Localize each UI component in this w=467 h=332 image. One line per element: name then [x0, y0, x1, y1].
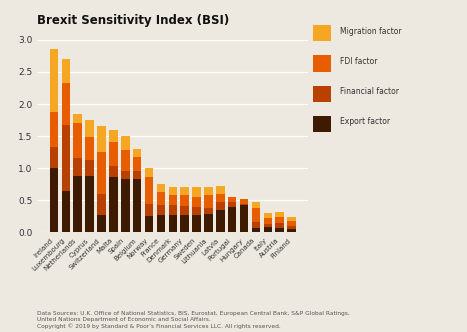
Bar [97, 194, 106, 215]
Bar [109, 130, 118, 142]
Bar [156, 192, 165, 205]
Bar [156, 184, 165, 192]
Bar [169, 188, 177, 195]
Bar [180, 215, 189, 232]
Bar [50, 168, 58, 232]
Bar [228, 197, 236, 202]
Bar [276, 217, 284, 223]
Bar [180, 195, 189, 206]
Bar [252, 222, 260, 228]
Bar [276, 228, 284, 232]
Bar [276, 212, 284, 217]
Bar [85, 120, 94, 137]
Text: Export factor: Export factor [340, 117, 390, 126]
Bar [121, 150, 129, 171]
Bar [50, 49, 58, 112]
Bar [97, 126, 106, 152]
Bar [169, 215, 177, 232]
Bar [97, 215, 106, 232]
Text: Data Sources: U.K. Office of National Statistics, BIS, Eurostat, European Centra: Data Sources: U.K. Office of National St… [37, 311, 350, 329]
Text: FDI factor: FDI factor [340, 57, 377, 66]
Bar [204, 208, 213, 214]
Bar [85, 137, 94, 160]
Bar [192, 197, 201, 207]
Bar [240, 204, 248, 206]
Bar [287, 217, 296, 221]
Bar [263, 218, 272, 224]
Text: Migration factor: Migration factor [340, 27, 402, 36]
Bar [133, 157, 142, 171]
Bar [180, 188, 189, 195]
Bar [145, 204, 153, 216]
Bar [287, 221, 296, 226]
Text: Brexit Sensitivity Index (BSI): Brexit Sensitivity Index (BSI) [37, 14, 230, 27]
Bar [73, 123, 82, 158]
Bar [204, 188, 213, 195]
Bar [263, 227, 272, 232]
Bar [169, 205, 177, 215]
Bar [216, 186, 225, 194]
Bar [97, 152, 106, 194]
Bar [169, 195, 177, 205]
Bar [109, 166, 118, 177]
Bar [145, 177, 153, 204]
Bar [133, 149, 142, 157]
Bar [85, 176, 94, 232]
Bar [228, 207, 236, 232]
Bar [62, 124, 70, 191]
Bar [180, 206, 189, 215]
Bar [62, 83, 70, 124]
Bar [121, 171, 129, 179]
Bar [263, 212, 272, 218]
Bar [192, 207, 201, 215]
FancyBboxPatch shape [313, 116, 331, 132]
Bar [133, 179, 142, 232]
Bar [240, 206, 248, 232]
Bar [263, 224, 272, 227]
Bar [73, 176, 82, 232]
Bar [145, 216, 153, 232]
Bar [216, 194, 225, 202]
FancyBboxPatch shape [313, 25, 331, 42]
Bar [156, 215, 165, 232]
Bar [109, 177, 118, 232]
Bar [121, 136, 129, 150]
Bar [145, 168, 153, 177]
Bar [252, 228, 260, 232]
Bar [216, 202, 225, 210]
Bar [276, 223, 284, 228]
Bar [121, 179, 129, 232]
Bar [73, 114, 82, 123]
Bar [133, 171, 142, 179]
Bar [216, 210, 225, 232]
Bar [228, 202, 236, 207]
Bar [287, 226, 296, 229]
Bar [50, 147, 58, 168]
Bar [62, 191, 70, 232]
Bar [73, 158, 82, 176]
Bar [252, 202, 260, 208]
Bar [204, 214, 213, 232]
Bar [192, 188, 201, 197]
Bar [156, 205, 165, 215]
Bar [192, 215, 201, 232]
FancyBboxPatch shape [313, 86, 331, 102]
Bar [85, 160, 94, 176]
Bar [287, 229, 296, 232]
FancyBboxPatch shape [313, 55, 331, 72]
Bar [62, 59, 70, 83]
Bar [252, 208, 260, 222]
Bar [50, 112, 58, 147]
Bar [240, 199, 248, 204]
Text: Financial factor: Financial factor [340, 87, 399, 96]
Bar [204, 195, 213, 208]
Bar [109, 142, 118, 166]
